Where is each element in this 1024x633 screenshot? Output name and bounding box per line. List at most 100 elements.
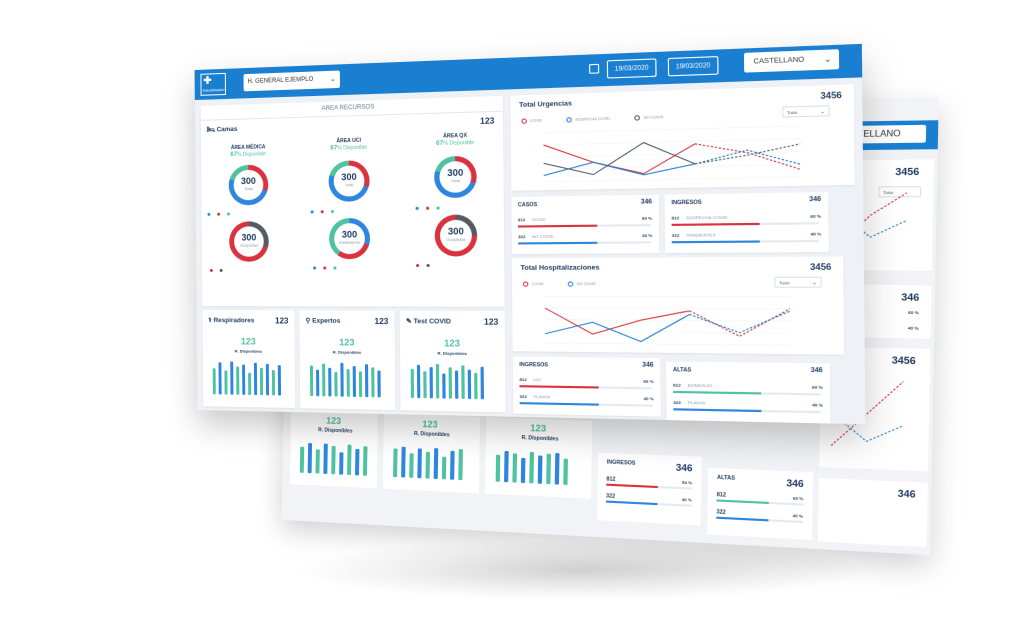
ingresos-card-1: INGRESOS 346 812 SOSPECHA COVID 60 % 322 P…: [664, 192, 828, 253]
donut-legend-1: [207, 212, 231, 216]
casos-row-2-pct: 40 %: [642, 233, 652, 238]
back-pct-60: 60 %: [908, 310, 919, 316]
series-line-2: [545, 314, 690, 342]
casos-row-1-n: 812: [518, 217, 525, 222]
stethoscope-icon: ⚲: [305, 318, 310, 325]
back-stat-total-2: 346: [897, 488, 915, 500]
expertos-header: ⚲ Expertos: [305, 317, 340, 325]
ingresos2-row-1-pct: 60 %: [643, 378, 653, 384]
casos-row-2: 322 NO COVID: [518, 234, 553, 240]
ingresos1-row-1-bar: [672, 222, 819, 226]
area-qx-ocupadas-donut: 300 Ocupadas: [435, 214, 478, 256]
area-medica-total-donut: 300 Total: [229, 164, 269, 205]
back-altas-card: ALTAS 346 812 60 % 322 40 %: [707, 468, 813, 540]
casos-row-2-n: 322: [518, 234, 525, 239]
back-pct-40: 40 %: [908, 325, 919, 331]
back-mini-caption-3: R. Disponibles: [522, 435, 559, 443]
ingresos2-row-1-bar: [519, 385, 652, 389]
ingresos1-row-1-label: SOSPECHA COVID: [686, 214, 727, 220]
back-altas-bar2: [716, 517, 803, 524]
casos-row-1-bar: [518, 224, 651, 228]
ingresos2-row-2-bar: [520, 402, 653, 407]
back-ingresos-card: INGRESOS 346 812 60 % 322 40 %: [597, 453, 702, 526]
cross-icon: ✚: [203, 76, 212, 85]
casos-row-2-bar: [518, 241, 651, 244]
altas-row-1: 812 DOMICILIO: [673, 382, 712, 388]
test-covid-value: 123: [400, 338, 505, 349]
test-covid-card: ✎ Test COVID 123 123 R. Disponibles: [400, 311, 506, 413]
area-qx-total-label: Total: [439, 178, 471, 185]
back-mini-bars-2: [393, 444, 463, 480]
back-mini-bars-1: [300, 441, 368, 476]
back-altas-n1: 812: [717, 492, 727, 499]
date-to-label: 19/03/2020: [676, 63, 711, 71]
altas-row-2-label: PLANTA: [688, 400, 706, 406]
casos-card: CASOS 346 812 COVID 60 % 322 NO COVID 40 %: [511, 195, 659, 254]
back-altas-p2: 40 %: [793, 513, 804, 519]
ingresos-card-2: INGRESOS 346 812 UCI 60 % 322 PLANTA 40 %: [513, 357, 661, 417]
altas-row-2-n: 322: [673, 400, 681, 406]
test-covid-bars: [411, 363, 484, 400]
ingresos1-row-2: 322 PENDIENTES: [672, 232, 716, 238]
hospitalizaciones-card: Total Hospitalizaciones 3456 Todo ⌄ COVID…: [512, 256, 844, 354]
area-uci-pct-label: Disponible: [343, 145, 367, 152]
syringe-icon: ✎: [406, 318, 412, 325]
grid-line: [545, 308, 790, 309]
area-uci-pct-value: 67: [330, 145, 337, 151]
date-from-label: 19/03/2020: [615, 65, 649, 73]
area-uci-aislamiento-value: 300: [334, 230, 365, 240]
area-qx-pct-value: 67: [436, 141, 443, 147]
back-stat-total-1: 346: [901, 292, 919, 303]
area-medica-pct-value: 67: [230, 152, 237, 158]
language-select[interactable]: CASTELLANO ⌄: [744, 49, 839, 72]
ventilator-icon: ⚕: [208, 317, 212, 324]
back-mini-value-2: 123: [422, 419, 438, 430]
back-mini-value-1: 123: [326, 415, 341, 426]
ingresos1-row-1-pct: 60 %: [810, 213, 821, 219]
expertos-bars: [310, 361, 381, 397]
panel-shadow: [300, 540, 860, 600]
area-medica-ocupadas-donut: 300 Ocupadas: [229, 221, 269, 262]
donut-legend-2: [311, 209, 335, 213]
logo-text: SaludMadrid: [202, 87, 224, 93]
area-medica-ocupadas-label: Ocupadas: [234, 242, 264, 248]
casos-row-1-label: COVID: [532, 217, 546, 222]
back-ingresos-p2: 40 %: [682, 497, 692, 503]
grid-line: [543, 139, 800, 145]
grid-line: [545, 331, 790, 333]
back-ingresos-total: 346: [676, 462, 693, 473]
area-uci-aislamiento-label: Aislamiento: [334, 240, 365, 246]
back-ingresos-title: INGRESOS: [607, 459, 636, 467]
test-covid-caption: R. Disponibles: [400, 350, 505, 356]
expertos-total: 123: [375, 317, 389, 326]
calendar-icon[interactable]: [589, 64, 599, 74]
test-covid-label: Test COVID: [414, 318, 451, 325]
casos-row-2-label: NO COVID: [532, 234, 554, 240]
area-qx-total-donut: 300 Total: [434, 156, 477, 199]
ingresos1-row-2-bar: [672, 240, 819, 243]
expertos-card: ⚲ Expertos 123 123 R. Disponibles: [299, 310, 395, 410]
area-qx-pct-label: Disponible: [449, 140, 474, 147]
respiradores-caption: R. Disponibles: [203, 348, 295, 354]
date-to-field[interactable]: 19/03/2020: [668, 56, 719, 76]
back-mini-caption-1: R. Disponibles: [318, 427, 352, 434]
altas-title: ALTAS: [673, 367, 691, 374]
hosp-line-chart: [512, 256, 844, 354]
area-uci-pct: 67% Disponible: [318, 144, 379, 152]
date-from-field[interactable]: 19/03/2020: [607, 58, 657, 78]
expertos-value: 123: [300, 337, 395, 348]
area-medica-pct: 67% Disponible: [219, 151, 278, 158]
hospital-select[interactable]: H. GENERAL EJEMPLO ⌄: [244, 70, 340, 91]
back-mini-value-3: 123: [530, 423, 546, 434]
area-qx-ocupadas-value: 300: [440, 227, 472, 237]
altas-row-1-bar: [673, 391, 820, 396]
altas-total: 346: [811, 368, 823, 375]
grid-line: [544, 177, 801, 182]
ingresos2-row-1-n: 812: [519, 377, 526, 382]
ingresos1-row-2-n: 322: [672, 232, 680, 237]
casos-row-1-pct: 60 %: [642, 215, 652, 221]
back-mini-card-2: 123 R. Disponibles: [383, 413, 480, 493]
ingresos2-row-1-label: UCI: [533, 377, 541, 382]
ingresos2-row-2-n: 322: [520, 394, 527, 399]
area-uci-aislamiento-donut: 300 Aislamiento: [329, 218, 370, 259]
